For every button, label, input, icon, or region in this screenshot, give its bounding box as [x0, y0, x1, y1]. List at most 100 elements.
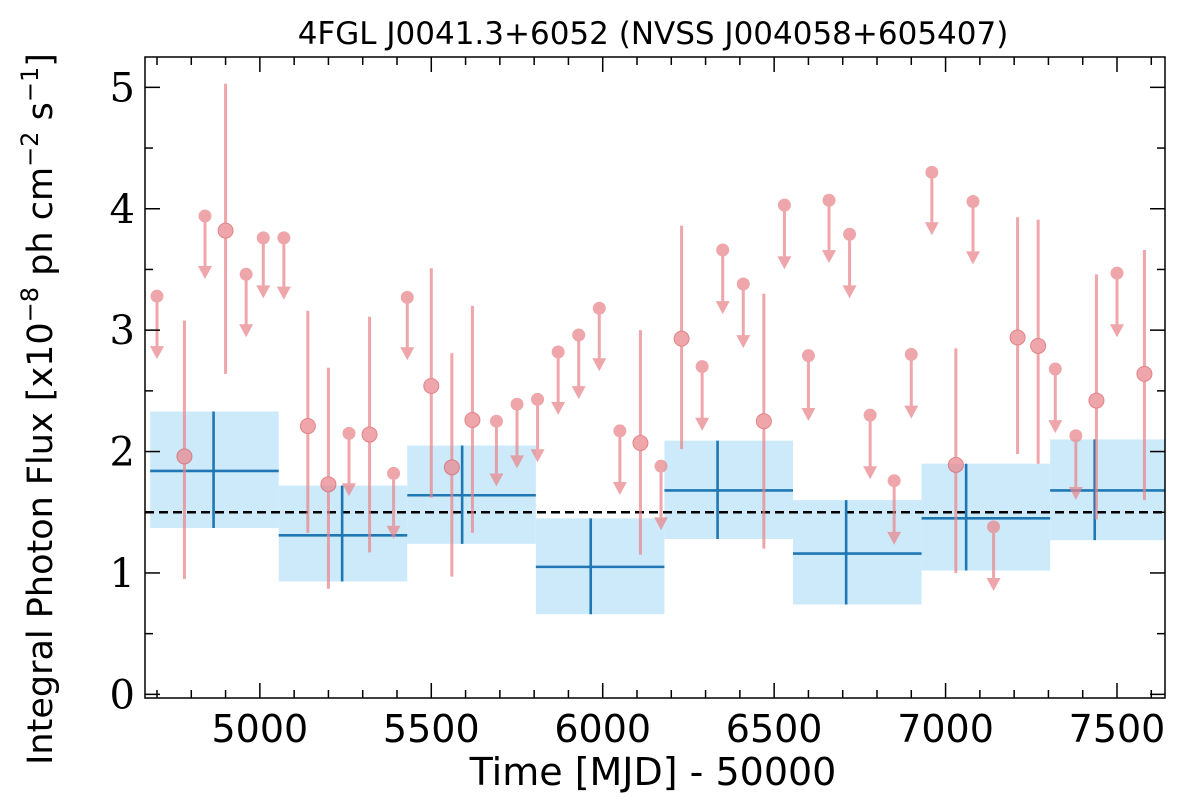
x-tick-label: 5500: [383, 707, 480, 751]
upper-limit-arrow-head: [530, 449, 545, 463]
upper-limit-point: [276, 231, 291, 300]
detection-dot: [361, 426, 378, 443]
plot-frame: [144, 56, 1166, 699]
upper-limit-arrow-head: [842, 285, 857, 299]
upper-limit-point: [342, 426, 356, 497]
upper-limit-dot: [1069, 429, 1083, 443]
upper-limit-point: [736, 277, 751, 349]
upper-limit-arrow-head: [510, 455, 524, 469]
upper-limit-point: [510, 397, 524, 469]
y-axis-label-exp2: −2: [16, 132, 44, 167]
upper-limit-arrow-head: [150, 346, 164, 360]
detection-point: [755, 293, 772, 549]
detection-point: [176, 320, 193, 580]
upper-limit-arrow-head: [966, 251, 980, 265]
detection-point: [423, 268, 440, 498]
detection-point: [1030, 219, 1047, 464]
upper-limit-dot: [1110, 266, 1124, 280]
upper-limit-dot: [654, 459, 668, 473]
y-axis-label-suffix: ]: [21, 53, 61, 67]
upper-limit-dot: [239, 267, 253, 281]
upper-limit-dot: [887, 474, 901, 488]
upper-limit-arrow-head: [986, 577, 1001, 591]
detection-dot: [217, 222, 234, 239]
y-axis-label-mid: ph cm: [21, 167, 61, 287]
upper-limit-point: [654, 459, 668, 531]
upper-limit-point: [801, 349, 816, 421]
detection-dot: [464, 411, 481, 428]
upper-limit-arrow-head: [198, 265, 212, 279]
detection-point: [632, 330, 649, 555]
upper-limit-dot: [572, 328, 586, 342]
y-tick-label: 1: [110, 551, 135, 597]
upper-limit-point: [198, 209, 212, 279]
detection-markers: [176, 83, 1153, 589]
upper-limit-arrow-head: [777, 256, 792, 270]
upper-limit-arrow-head: [1068, 486, 1083, 500]
upper-limit-arrow-head: [695, 417, 710, 431]
upper-limit-arrow-head: [822, 250, 836, 264]
y-axis-label: Integral Photon Flux [x10−8 ph cm−2 s−1]: [16, 53, 61, 765]
upper-limit-arrow-head: [801, 407, 816, 421]
y-tick-label: 5: [110, 65, 135, 111]
upper-limit-dot: [822, 193, 836, 207]
upper-limit-arrow-head: [1110, 324, 1124, 338]
detection-dot: [1136, 365, 1153, 382]
detection-dot: [632, 435, 649, 452]
detection-dot: [1030, 337, 1047, 354]
axis-ticks: [145, 57, 1165, 698]
upper-limit-point: [822, 193, 836, 264]
detection-dot: [299, 418, 316, 435]
upper-limit-dot: [843, 227, 857, 241]
x-tick-label: 6500: [726, 707, 823, 751]
upper-limit-arrow-head: [612, 482, 627, 496]
upper-limit-dot: [695, 360, 709, 374]
detection-dot: [673, 330, 690, 347]
y-axis-label-prefix: Integral Photon Flux [x10: [21, 322, 61, 765]
upper-limit-point: [612, 424, 627, 496]
x-tick-label: 7500: [1069, 707, 1166, 751]
upper-limit-point: [386, 466, 401, 539]
upper-limit-markers: [150, 165, 1124, 591]
upper-limit-dot: [277, 231, 291, 245]
upper-limit-point: [1048, 362, 1063, 434]
upper-limit-dot: [1048, 362, 1062, 376]
y-tick-label: 2: [110, 430, 135, 476]
upper-limit-dot: [387, 466, 401, 480]
detection-dot: [176, 448, 193, 465]
upper-limit-arrow-head: [654, 517, 668, 531]
upper-limit-point: [986, 520, 1001, 591]
upper-limit-point: [863, 408, 878, 480]
detection-point: [361, 316, 378, 553]
upper-limit-dot: [777, 198, 791, 212]
detection-point: [947, 348, 964, 573]
upper-limit-point: [256, 231, 271, 299]
y-tick-label: 0: [110, 672, 135, 718]
upper-limit-point: [150, 289, 164, 360]
x-tick-label: 7000: [897, 707, 994, 751]
upper-limit-arrow-head: [386, 525, 401, 539]
upper-limit-point: [551, 345, 566, 415]
upper-limit-dot: [925, 165, 939, 179]
y-tick-label: 3: [110, 308, 135, 354]
upper-limit-arrow-head: [863, 466, 878, 480]
upper-limit-point: [887, 474, 902, 545]
upper-limit-point: [592, 301, 607, 372]
upper-limit-dot: [256, 231, 270, 245]
detection-dot: [443, 459, 460, 476]
upper-limit-dot: [716, 243, 730, 257]
upper-limit-dot: [987, 520, 1001, 534]
upper-limit-dot: [510, 397, 524, 411]
upper-limit-dot: [904, 347, 918, 361]
axis-labels: 5000 5500 6000 6500 7000 7500 0 1 2 3 4 5: [110, 65, 1166, 751]
upper-limit-arrow-head: [1048, 420, 1063, 434]
upper-limit-point: [777, 198, 792, 270]
y-tick-label: 4: [110, 187, 135, 233]
upper-limit-arrow-head: [571, 386, 586, 400]
upper-limit-point: [695, 360, 710, 431]
upper-limit-arrow-head: [887, 531, 902, 545]
detection-dot: [755, 413, 772, 430]
upper-limit-dot: [198, 209, 212, 223]
